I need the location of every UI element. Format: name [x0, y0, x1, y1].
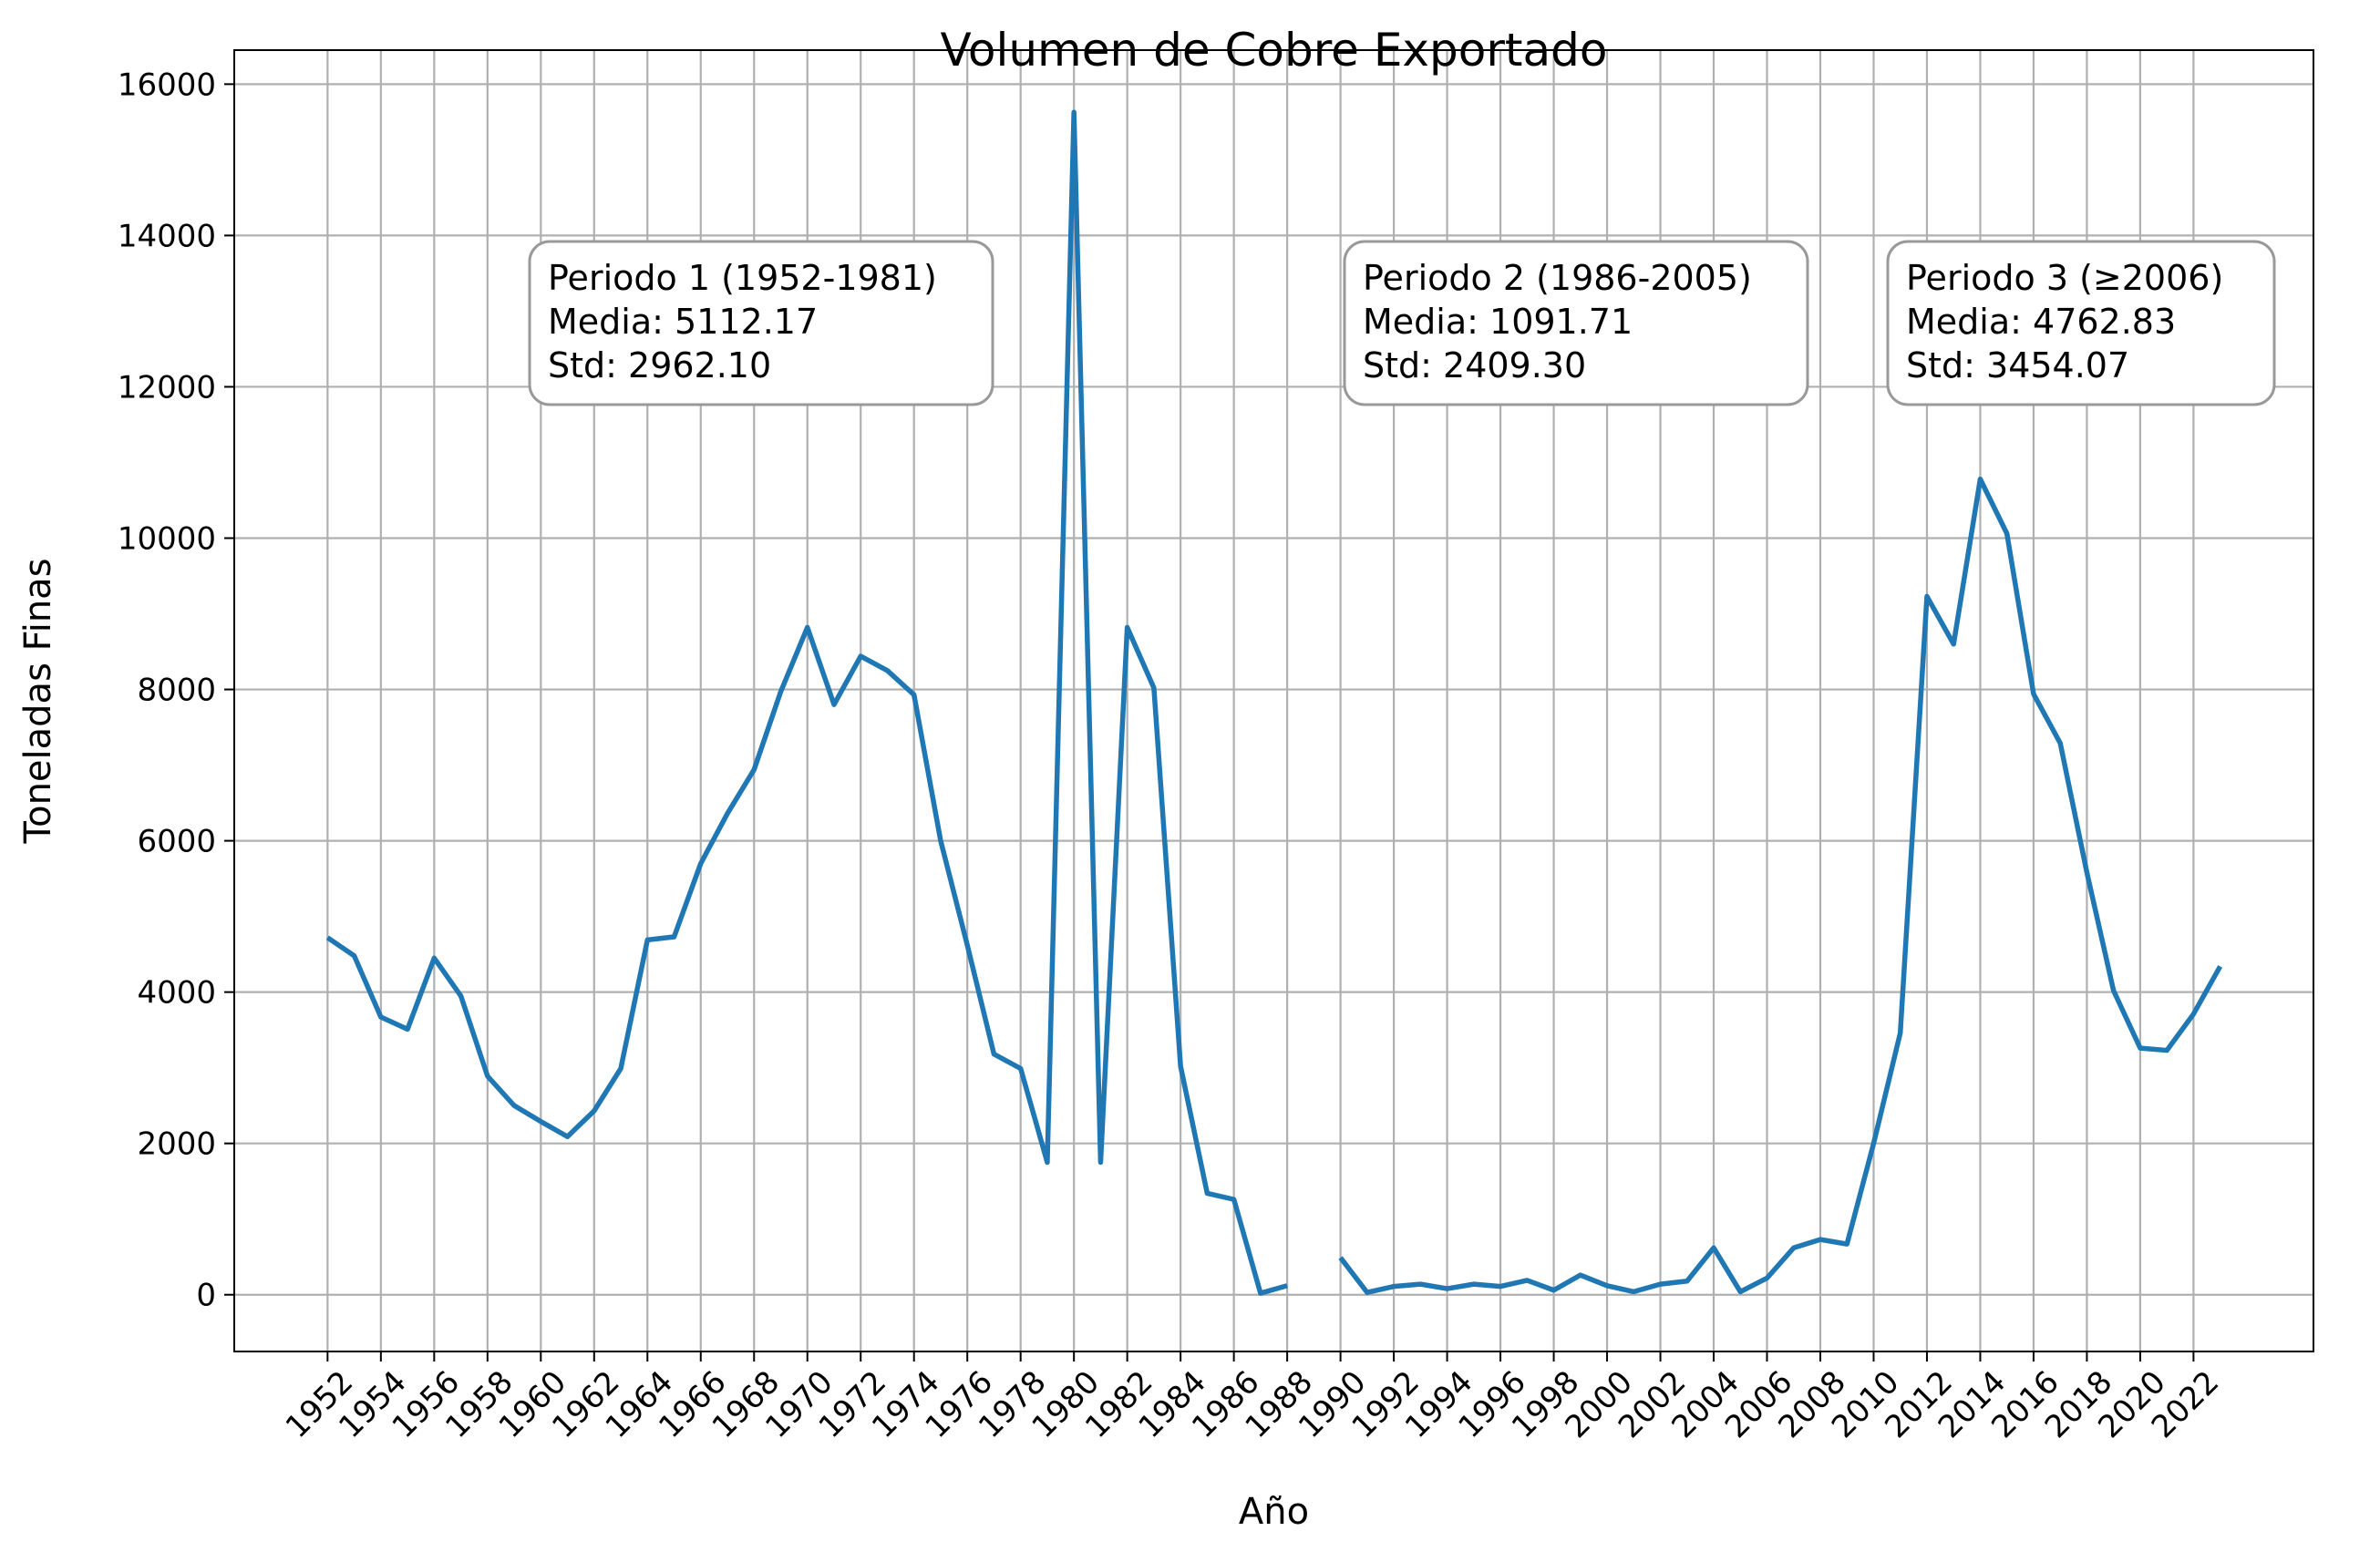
annotation-box: Periodo 2 (1986-2005)Media: 1091.71Std: …: [1343, 240, 1809, 406]
annotation-text: Media: 4762.83: [1906, 302, 2176, 342]
annotation-frame: [528, 240, 994, 406]
y-tick-label: 16000: [118, 67, 216, 103]
annotation-frame: [1886, 240, 2276, 406]
chart-title: Volumen de Cobre Exportado: [941, 24, 1608, 77]
y-tick-label: 10000: [118, 521, 216, 558]
y-tick-label: 6000: [137, 824, 216, 860]
annotations: Periodo 1 (1952-1981)Media: 5112.17Std: …: [528, 240, 2276, 406]
y-tick-label: 12000: [118, 369, 216, 406]
annotation-text: Periodo 1 (1952-1981): [548, 258, 937, 298]
data-series: [325, 109, 2223, 1296]
y-tick-label: 14000: [118, 218, 216, 254]
annotation-text: Periodo 3 (≥2006): [1906, 258, 2223, 298]
annotation-text: Media: 5112.17: [548, 302, 818, 342]
y-tick-label: 2000: [137, 1126, 216, 1163]
annotation-text: Media: 1091.71: [1363, 302, 1633, 342]
y-tick-label: 4000: [137, 975, 216, 1012]
y-tick-label: 0: [196, 1278, 216, 1314]
plot-frame: [233, 49, 2314, 1352]
annotation-text: Std: 2962.10: [548, 345, 771, 385]
y-tick-label: 8000: [137, 673, 216, 709]
y-axis-label: Toneladas Finas: [17, 558, 59, 844]
annotation-box: Periodo 1 (1952-1981)Media: 5112.17Std: …: [528, 240, 994, 406]
y-axis: 0 2000 4000 6000 8000 10000 12000 14000 16000: [118, 67, 234, 1314]
annotation-text: Periodo 2 (1986-2005): [1363, 258, 1752, 298]
annotation-frame: [1343, 240, 1809, 406]
annotation-text: Std: 3454.07: [1906, 345, 2129, 385]
series-line: [325, 109, 2223, 1296]
annotation-text: Std: 2409.30: [1363, 345, 1586, 385]
x-axis-label: Año: [1239, 1491, 1309, 1533]
